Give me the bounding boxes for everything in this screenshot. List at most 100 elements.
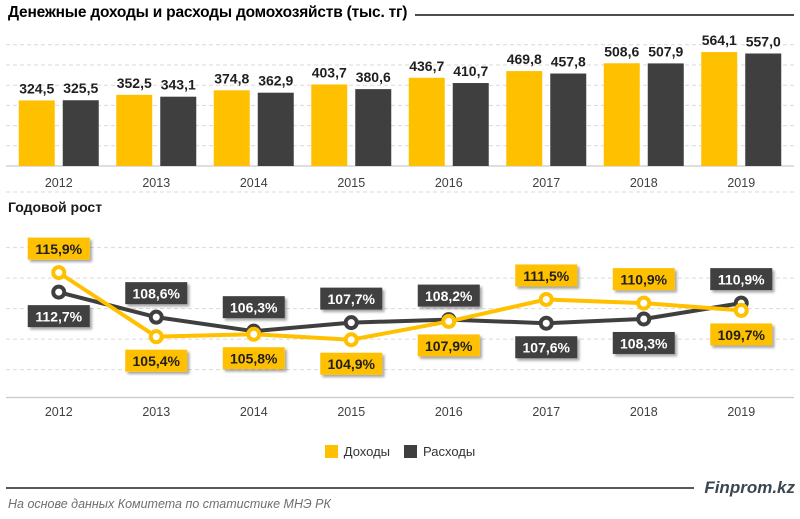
bar-expense-2012 [62,100,99,166]
bar-expense-2017 [550,73,587,166]
legend-swatch-expense [404,445,418,458]
svg-text:111,5%: 111,5% [523,268,569,284]
bar-expense-2013 [160,96,197,166]
bar-year-label-2018: 2018 [630,176,658,190]
bar-expense-2015 [355,89,392,166]
title-rule [415,14,794,16]
bar-income-2017 [506,71,543,166]
legend-item-expense: Расходы [404,444,475,459]
svg-text:106,3%: 106,3% [230,300,278,316]
page-title: Денежные доходы и расходы домохозяйств (… [8,4,408,21]
bar-income-2012 [18,100,55,166]
bar-value-expense-2014: 362,9 [258,73,293,89]
growth-label-expense-2014: 106,3% [222,296,285,319]
bar-expense-2014 [257,92,294,166]
svg-text:108,6%: 108,6% [133,286,181,302]
svg-text:105,4%: 105,4% [133,353,181,369]
svg-text:110,9%: 110,9% [620,272,667,288]
growth-point-expense-2015 [343,315,359,331]
bar-value-income-2019: 564,1 [702,32,737,48]
chart-legend: Доходы Расходы [0,444,800,459]
growth-point-expense-2017 [538,315,554,331]
bar-year-label-2012: 2012 [45,176,73,190]
growth-year-label-2013: 2013 [142,405,170,419]
svg-text:104,9%: 104,9% [328,356,376,372]
growth-label-income-2017: 111,5% [515,264,578,287]
growth-point-expense-2012 [51,284,67,300]
bar-value-income-2017: 469,8 [507,51,542,67]
growth-year-label-2017: 2017 [532,405,560,419]
bar-income-2018 [603,63,640,166]
bar-expense-2019 [745,53,782,166]
legend-item-income: Доходы [324,444,391,459]
bar-income-2015 [311,84,348,166]
bar-year-label-2015: 2015 [337,176,365,190]
svg-text:110,9%: 110,9% [718,272,765,288]
growth-label-income-2016: 107,9% [417,334,480,357]
growth-point-income-2016 [441,313,457,329]
bar-value-expense-2018: 507,9 [648,43,683,59]
bar-year-label-2019: 2019 [727,176,755,190]
growth-point-income-2018 [636,295,652,311]
brand-logo: Finprom.kz [704,478,795,497]
svg-text:107,6%: 107,6% [523,340,571,356]
growth-chart-title: Годовой рост [8,199,103,215]
growth-point-income-2012 [51,265,67,281]
bar-value-income-2012: 324,5 [19,80,54,96]
growth-label-expense-2015: 107,7% [320,287,383,310]
growth-label-income-2019: 109,7% [710,323,773,346]
legend-label-income: Доходы [343,444,391,459]
growth-line-income [56,270,744,342]
bar-income-2014 [213,90,250,166]
growth-label-income-2012: 115,9% [27,237,90,260]
growth-year-label-2012: 2012 [45,405,73,419]
source-note: На основе данных Комитета по статистике … [8,497,331,511]
legend-swatch-income [324,445,338,458]
growth-label-expense-2017: 107,6% [515,336,578,359]
svg-text:107,9%: 107,9% [425,338,473,354]
growth-label-income-2014: 105,8% [222,347,285,370]
svg-text:108,3%: 108,3% [620,335,668,351]
legend-label-expense: Расходы [423,444,476,459]
bar-expense-2018 [647,63,684,166]
growth-line-expense [56,290,744,334]
growth-year-label-2014: 2014 [240,405,268,419]
growth-year-label-2019: 2019 [727,405,755,419]
growth-year-label-2015: 2015 [337,405,365,419]
growth-point-income-2017 [538,291,554,307]
growth-year-label-2018: 2018 [630,405,658,419]
growth-label-expense-2012: 112,7% [27,305,90,328]
footer-rule [6,487,695,489]
bar-income-2016 [408,77,445,166]
footer-bar: Finprom.kz [6,478,795,498]
svg-text:108,2%: 108,2% [425,288,473,304]
bar-value-income-2015: 403,7 [312,64,347,80]
bar-value-expense-2013: 343,1 [161,77,196,93]
growth-label-income-2013: 105,4% [125,349,188,372]
svg-text:107,7%: 107,7% [328,291,376,307]
bar-value-income-2014: 374,8 [214,70,249,86]
growth-point-expense-2013 [148,309,164,325]
bar-value-income-2013: 352,5 [117,75,152,91]
growth-point-income-2019 [733,302,749,318]
growth-year-label-2016: 2016 [435,405,463,419]
bar-value-income-2018: 508,6 [604,43,639,59]
growth-label-expense-2018: 108,3% [612,331,675,354]
bar-year-label-2013: 2013 [142,176,170,190]
bar-year-label-2014: 2014 [240,176,268,190]
svg-text:109,7%: 109,7% [718,327,766,343]
bar-value-expense-2015: 380,6 [356,69,391,85]
bar-year-label-2016: 2016 [435,176,463,190]
bar-value-expense-2012: 325,5 [63,80,98,96]
svg-text:112,7%: 112,7% [35,309,82,325]
bar-income-2013 [116,94,153,166]
growth-label-expense-2013: 108,6% [125,282,188,305]
growth-point-income-2015 [343,332,359,348]
growth-point-income-2014 [246,326,262,342]
growth-point-income-2013 [148,329,164,345]
bar-value-expense-2017: 457,8 [551,54,586,70]
bar-value-income-2016: 436,7 [409,58,444,74]
title-bar: Денежные доходы и расходы домохозяйств (… [8,4,794,22]
